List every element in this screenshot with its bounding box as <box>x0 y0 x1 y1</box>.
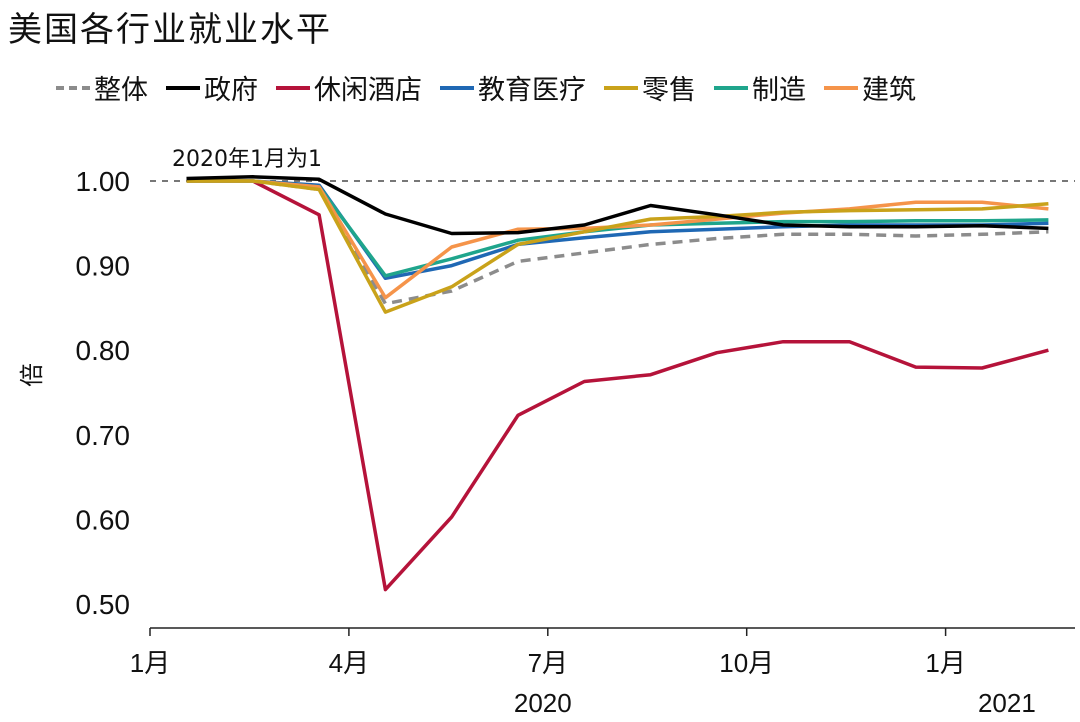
legend-item: 教育医疗 <box>440 68 586 107</box>
legend-label: 制造 <box>752 75 806 106</box>
x-tick-label: 7月 <box>528 648 568 678</box>
legend-label: 零售 <box>642 75 696 106</box>
series-line-0 <box>186 179 1049 306</box>
legend: 整体 政府 休闲酒店 教育医疗 零售 制造 建筑 <box>56 68 934 107</box>
year-label: 2021 <box>978 688 1036 718</box>
y-tick-label: 0.90 <box>76 251 131 282</box>
legend-swatch <box>166 85 200 90</box>
y-tick-label: 0.60 <box>76 504 131 535</box>
legend-label: 整体 <box>94 75 148 106</box>
legend-item: 制造 <box>714 68 806 107</box>
y-tick-label: 0.50 <box>76 589 131 620</box>
legend-label: 政府 <box>204 75 258 106</box>
legend-label: 教育医疗 <box>478 75 586 106</box>
y-tick-label: 0.80 <box>76 335 131 366</box>
legend-item: 政府 <box>166 68 258 107</box>
legend-item: 整体 <box>56 68 148 107</box>
legend-swatch <box>714 85 748 90</box>
legend-item: 休闲酒店 <box>276 68 422 107</box>
series-line-1 <box>186 175 1049 236</box>
legend-swatch <box>56 85 90 90</box>
annotation: 2020年1月为1 <box>172 147 322 172</box>
series-line-2 <box>186 179 1049 592</box>
legend-swatch <box>276 85 310 90</box>
chart-title: 美国各行业就业水平 <box>8 10 332 50</box>
legend-label: 休闲酒店 <box>314 75 422 106</box>
y-tick-label: 0.70 <box>76 420 131 451</box>
x-tick-label: 1月 <box>925 648 965 678</box>
series-line-6 <box>186 179 1049 300</box>
legend-label: 建筑 <box>862 75 916 106</box>
x-tick-label: 4月 <box>329 648 369 678</box>
legend-item: 建筑 <box>824 68 916 107</box>
legend-swatch <box>824 85 858 90</box>
legend-item: 零售 <box>604 68 696 107</box>
legend-swatch <box>604 85 638 90</box>
x-tick-label: 1月 <box>130 648 170 678</box>
year-label: 2020 <box>514 688 572 718</box>
y-axis-label: 倍 <box>18 363 46 387</box>
y-tick-label: 1.00 <box>76 166 131 197</box>
series-line-4 <box>186 179 1049 314</box>
x-tick-label: 10月 <box>719 648 774 678</box>
legend-swatch <box>440 85 474 90</box>
